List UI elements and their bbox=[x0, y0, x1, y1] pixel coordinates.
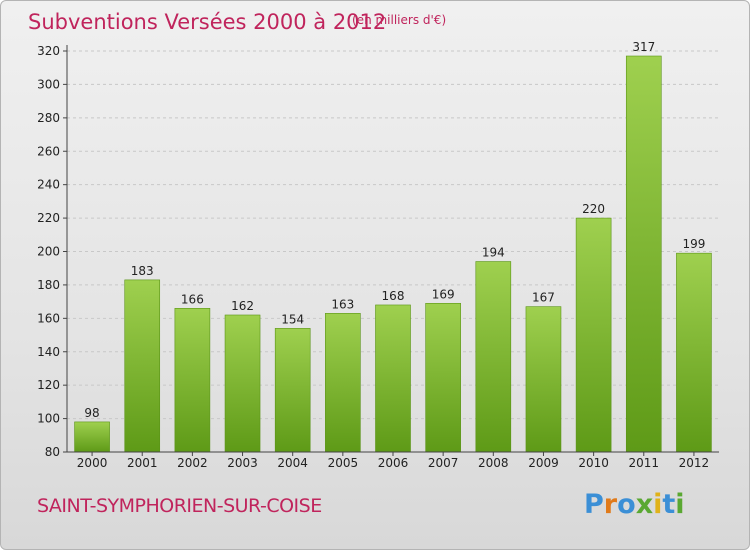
x-tick-label: 2012 bbox=[679, 456, 710, 470]
proxiti-logo[interactable]: Proxiti bbox=[584, 489, 685, 520]
x-tick-label: 2002 bbox=[177, 456, 208, 470]
bar-value-label: 220 bbox=[582, 202, 605, 216]
x-tick-label: 2010 bbox=[578, 456, 609, 470]
bar[interactable] bbox=[124, 279, 161, 453]
y-tick-label: 120 bbox=[37, 378, 60, 392]
chart-title: Subventions Versées 2000 à 2012 bbox=[28, 10, 387, 34]
bar[interactable] bbox=[676, 252, 712, 453]
logo-letter: P bbox=[584, 489, 604, 520]
y-tick-label: 260 bbox=[37, 144, 60, 158]
bar[interactable] bbox=[274, 328, 311, 453]
bar[interactable] bbox=[625, 55, 662, 453]
bar[interactable] bbox=[475, 261, 512, 453]
bar-value-label: 154 bbox=[281, 312, 304, 326]
x-tick-label: 2007 bbox=[428, 456, 459, 470]
bar-value-label: 317 bbox=[632, 40, 655, 54]
logo-letter: i bbox=[675, 489, 685, 520]
bar-value-label: 183 bbox=[131, 264, 154, 278]
bar[interactable] bbox=[575, 217, 612, 453]
bar-value-label: 98 bbox=[84, 406, 99, 420]
bar[interactable] bbox=[74, 421, 110, 453]
bar-value-label: 168 bbox=[382, 289, 405, 303]
bar[interactable] bbox=[425, 302, 461, 453]
y-tick-label: 320 bbox=[37, 44, 60, 58]
bar-value-label: 166 bbox=[181, 292, 204, 306]
bar[interactable] bbox=[325, 313, 361, 453]
bar-value-label: 167 bbox=[532, 291, 555, 305]
x-tick-label: 2005 bbox=[328, 456, 359, 470]
logo-letter: x bbox=[635, 489, 654, 520]
chart-unit: (en milliers d'€) bbox=[352, 13, 447, 27]
x-tick-label: 2009 bbox=[528, 456, 559, 470]
x-tick-label: 2000 bbox=[77, 456, 108, 470]
logo-letter: r bbox=[603, 489, 618, 520]
bar-value-label: 169 bbox=[432, 287, 455, 301]
x-tick-label: 2001 bbox=[127, 456, 158, 470]
y-tick-label: 80 bbox=[45, 445, 60, 459]
x-tick-label: 2003 bbox=[227, 456, 258, 470]
y-tick-label: 220 bbox=[37, 211, 60, 225]
y-tick-label: 280 bbox=[37, 111, 60, 125]
bar[interactable] bbox=[525, 306, 562, 453]
y-tick-label: 140 bbox=[37, 345, 60, 359]
bar-value-label: 162 bbox=[231, 299, 254, 313]
y-tick-label: 200 bbox=[37, 245, 60, 259]
bar[interactable] bbox=[375, 304, 411, 453]
bar-value-label: 163 bbox=[331, 297, 354, 311]
bar-value-label: 194 bbox=[482, 246, 505, 260]
x-tick-label: 2004 bbox=[277, 456, 308, 470]
y-tick-label: 300 bbox=[37, 77, 60, 91]
y-tick-label: 180 bbox=[37, 278, 60, 292]
bar[interactable] bbox=[174, 308, 211, 453]
commune-name: SAINT-SYMPHORIEN-SUR-COISE bbox=[37, 495, 322, 517]
logo-letter: o bbox=[617, 489, 636, 520]
x-tick-label: 2006 bbox=[378, 456, 409, 470]
y-tick-label: 240 bbox=[37, 178, 60, 192]
bar-value-label: 199 bbox=[682, 237, 705, 251]
logo-letter: t bbox=[662, 489, 676, 520]
y-tick-label: 160 bbox=[37, 311, 60, 325]
x-tick-label: 2011 bbox=[628, 456, 659, 470]
logo-letter: i bbox=[653, 489, 663, 520]
y-tick-label: 100 bbox=[37, 412, 60, 426]
x-tick-label: 2008 bbox=[478, 456, 509, 470]
bar[interactable] bbox=[224, 314, 261, 453]
